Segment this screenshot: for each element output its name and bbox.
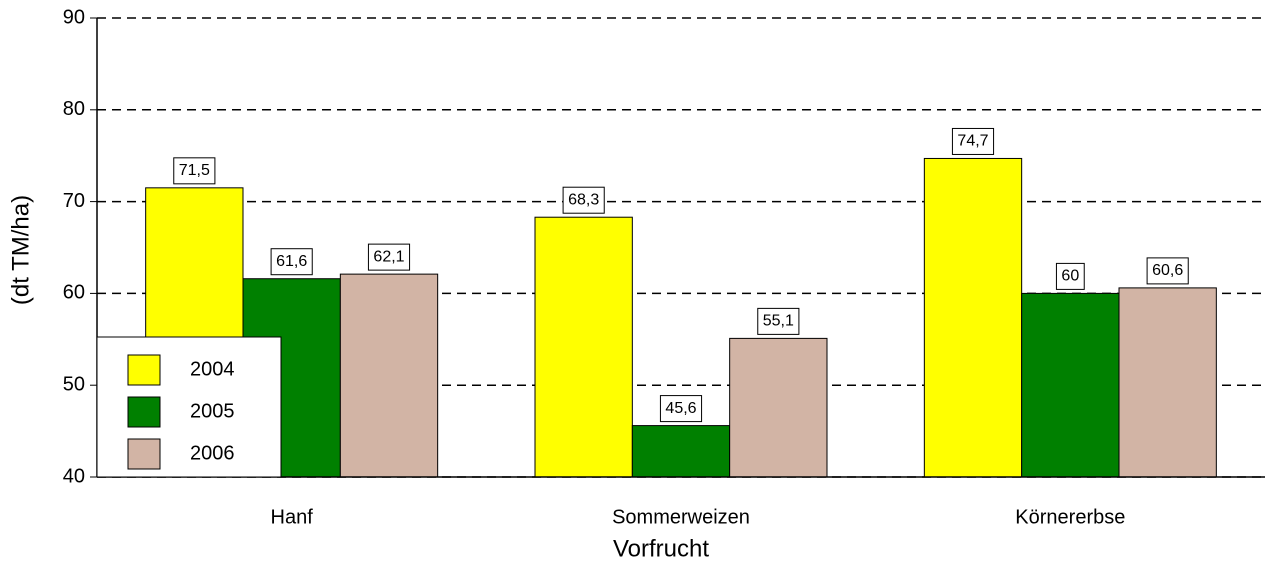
value-label-box (757, 307, 800, 335)
y-tick-label: 80 (63, 98, 85, 120)
legend-swatch (127, 396, 161, 428)
value-label: 62,1 (373, 248, 404, 265)
bar (631, 425, 731, 478)
x-tick-label: Körnererbse (1015, 506, 1125, 528)
value-label: 45,6 (665, 400, 696, 417)
legend-label: 2004 (190, 358, 235, 380)
value-label-box (1146, 257, 1189, 285)
value-label: 74,7 (957, 133, 988, 150)
bar (729, 337, 828, 478)
value-label-box (270, 248, 313, 276)
x-axis-label: Vorfrucht (613, 535, 709, 562)
y-axis-label: (dt TM/ha) (7, 195, 34, 305)
bar (534, 216, 633, 478)
legend-label: 2006 (190, 442, 235, 464)
bar (1021, 292, 1120, 478)
bar (339, 273, 439, 478)
bar (923, 157, 1023, 478)
legend-label: 2005 (190, 400, 235, 422)
legend-swatch (127, 354, 161, 386)
value-label: 68,3 (568, 191, 599, 208)
y-tick-label: 70 (63, 190, 85, 212)
bar (1118, 287, 1217, 478)
value-label: 60 (1061, 268, 1079, 285)
legend-swatch (127, 438, 161, 470)
y-tick-label: 60 (63, 282, 85, 304)
value-label: 55,1 (763, 313, 794, 330)
value-label: 61,6 (276, 253, 307, 270)
legend-box (96, 336, 282, 478)
value-label-box (367, 243, 411, 271)
value-label-box (951, 127, 995, 155)
value-label-box (562, 186, 605, 214)
y-tick-label: 90 (63, 6, 85, 28)
value-label-box (1055, 262, 1085, 290)
value-label: 60,6 (1152, 262, 1183, 279)
y-tick-label: 40 (63, 465, 85, 487)
value-label-box (173, 157, 216, 185)
x-tick-label: Hanf (271, 506, 314, 528)
value-label: 71,5 (179, 162, 210, 179)
y-tick-label: 50 (63, 373, 85, 395)
x-tick-label: Sommerweizen (612, 506, 750, 528)
value-label-box (659, 395, 703, 423)
